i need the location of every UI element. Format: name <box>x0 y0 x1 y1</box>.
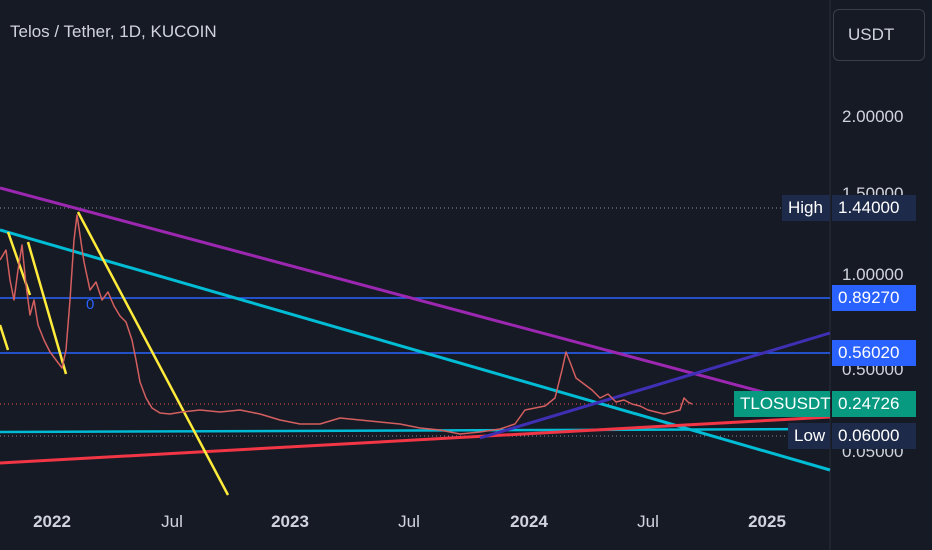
low-label-badge: Low <box>788 423 830 449</box>
yellow-trendline <box>0 324 10 351</box>
time-tick: Jul <box>161 512 183 531</box>
high-value-badge: 1.44000 <box>832 195 916 221</box>
last-price-badge: 0.24726 <box>832 391 916 417</box>
time-tick: Jul <box>637 512 659 531</box>
currency-button[interactable]: USDT <box>833 9 925 61</box>
cyan-trendline <box>0 228 831 472</box>
time-tick: Jul <box>398 512 420 531</box>
symbol-title: Telos / Tether, 1D, KUCOIN <box>10 22 217 41</box>
low-value-badge: 0.06000 <box>832 423 916 449</box>
time-tick: 2023 <box>271 512 309 531</box>
price-tick: 2.00000 <box>842 107 904 126</box>
time-tick: 2025 <box>748 512 786 531</box>
level-value-badge: 0.89270 <box>832 285 916 311</box>
yellow-trendline <box>26 241 68 375</box>
time-tick: 2024 <box>510 512 548 531</box>
cyan-support-line <box>0 427 831 434</box>
price-line <box>0 214 693 435</box>
time-tick: 2022 <box>33 512 71 531</box>
price-tick: 1.00000 <box>842 265 904 284</box>
navy-trendline <box>479 331 831 440</box>
line-marker: 0 <box>86 296 95 313</box>
symbol-badge: TLOSUSDT <box>734 391 831 417</box>
level-value-badge: 0.56020 <box>832 340 916 366</box>
red-trendline <box>0 415 831 465</box>
high-label-badge: High <box>782 195 830 221</box>
yellow-trendline <box>76 211 230 496</box>
